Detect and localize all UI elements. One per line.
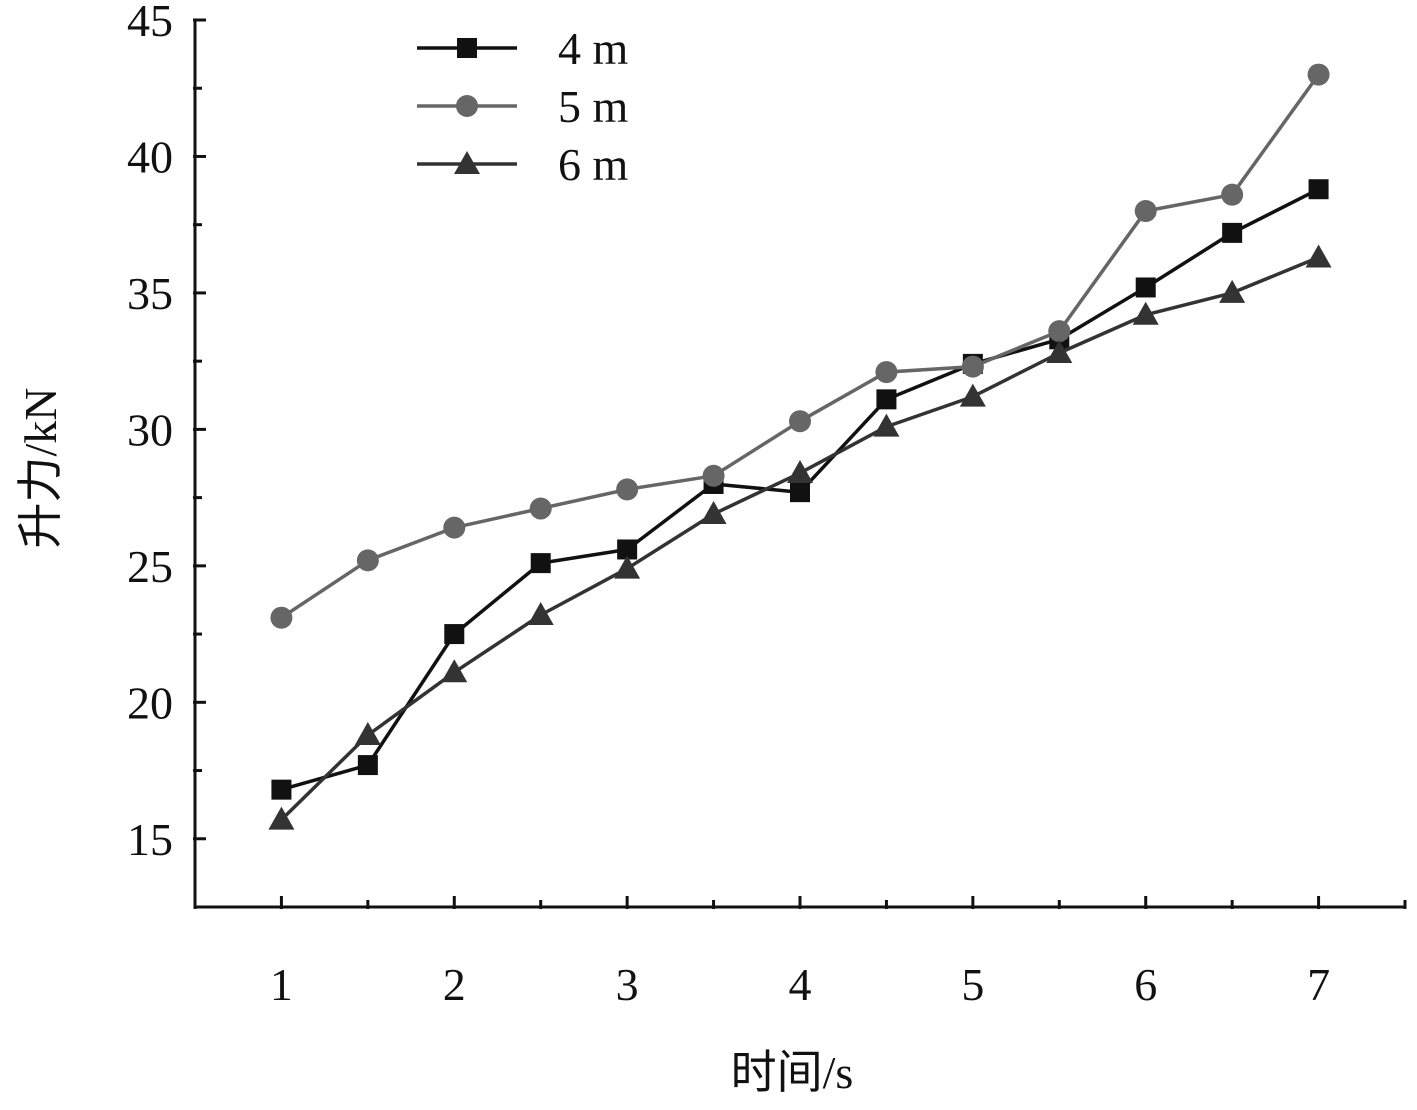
series-3 xyxy=(268,244,1332,830)
legend-marker xyxy=(457,38,477,58)
data-point xyxy=(357,755,378,776)
legend-label: 6 m xyxy=(558,139,629,190)
data-point xyxy=(1135,277,1156,298)
y-tick-label: 35 xyxy=(127,268,173,319)
series-group xyxy=(268,63,1332,830)
data-point xyxy=(1308,179,1329,200)
y-tick-label: 40 xyxy=(127,131,173,182)
data-point xyxy=(614,555,641,579)
x-tick-label: 4 xyxy=(789,959,812,1010)
data-point xyxy=(270,606,293,629)
x-tick-label: 2 xyxy=(443,959,466,1010)
y-tick-label: 15 xyxy=(127,814,173,865)
data-point xyxy=(787,460,813,484)
x-tick-label: 3 xyxy=(616,959,639,1010)
legend: 4 m 5 m 6 m xyxy=(417,23,629,190)
data-point xyxy=(354,722,381,746)
data-point xyxy=(873,413,900,437)
data-point xyxy=(441,659,468,683)
data-point xyxy=(789,410,811,433)
y-tick-label: 45 xyxy=(127,0,173,46)
data-point xyxy=(268,806,295,830)
data-point xyxy=(1307,63,1330,86)
series-line xyxy=(280,73,1321,620)
data-point xyxy=(961,355,984,378)
data-point xyxy=(529,497,552,520)
data-point xyxy=(443,516,466,539)
data-point xyxy=(1222,222,1243,243)
data-point xyxy=(444,624,465,645)
y-tick-label: 20 xyxy=(127,677,173,728)
data-point xyxy=(617,539,638,560)
x-tick-label: 7 xyxy=(1307,959,1330,1010)
data-point xyxy=(702,464,725,487)
legend-label: 4 m xyxy=(558,23,629,74)
series-2 xyxy=(270,63,1330,629)
data-point xyxy=(1305,244,1332,268)
x-axis-label: 时间/s xyxy=(731,1047,854,1098)
data-point xyxy=(1048,320,1071,343)
data-point xyxy=(1132,301,1159,325)
data-point xyxy=(356,549,379,572)
data-point xyxy=(1046,339,1073,363)
data-point xyxy=(1219,279,1246,303)
data-point xyxy=(271,779,292,800)
data-point xyxy=(527,601,554,625)
data-point xyxy=(700,500,727,524)
legend-marker xyxy=(454,151,480,174)
data-point xyxy=(1221,183,1244,206)
data-point xyxy=(616,478,639,501)
y-ticks: 15 20 25 30 35 40 45 xyxy=(127,0,206,865)
data-point xyxy=(530,553,551,574)
series-1 xyxy=(271,179,1329,800)
y-axis-label: 升力/kN xyxy=(15,388,66,549)
x-tick-label: 5 xyxy=(961,959,984,1010)
data-point xyxy=(959,383,986,407)
x-tick-label: 1 xyxy=(270,959,293,1010)
legend-label: 5 m xyxy=(558,81,629,132)
data-point xyxy=(1134,200,1157,223)
data-point xyxy=(790,482,810,503)
x-tick-label: 6 xyxy=(1134,959,1157,1010)
y-tick-label: 30 xyxy=(127,404,173,455)
x-ticks: 1 2 3 4 5 6 7 xyxy=(193,896,1407,1010)
y-tick-label: 25 xyxy=(127,541,173,592)
legend-marker xyxy=(456,95,478,117)
data-point xyxy=(876,389,897,410)
data-point xyxy=(875,361,898,384)
series-line xyxy=(280,255,1320,821)
